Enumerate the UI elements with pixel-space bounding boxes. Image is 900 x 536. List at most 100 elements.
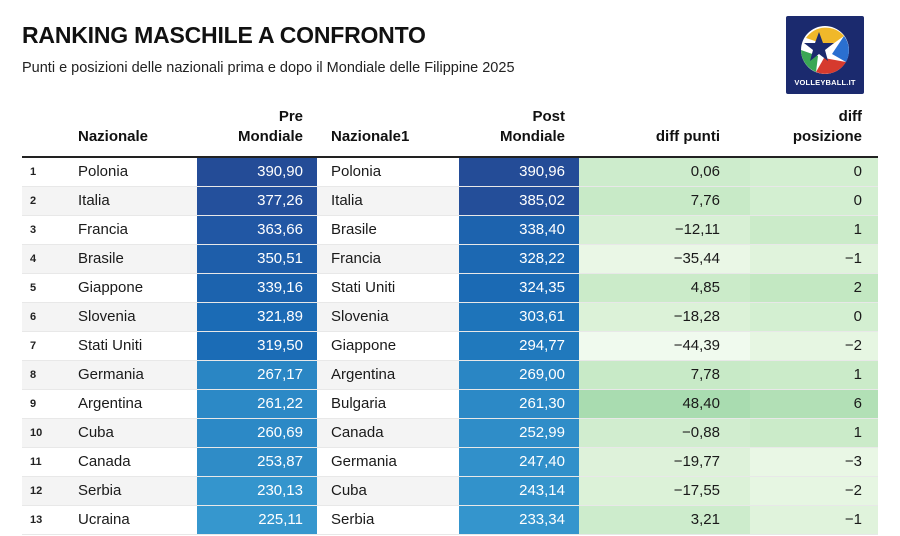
nazionale1-cell: Italia (317, 186, 459, 216)
post-mondiale-cell: 338,40 (459, 215, 579, 245)
post-mondiale-cell: 243,14 (459, 476, 579, 506)
diff-punti-cell: −0,88 (579, 418, 750, 448)
ranking-table: Nazionale Pre Mondiale Nazionale1 Post M… (22, 107, 878, 535)
pre-mondiale-cell: 350,51 (197, 244, 317, 274)
nazionale-cell: Cuba (78, 418, 197, 448)
pre-header-line1: Pre (278, 108, 303, 125)
nazionale1-cell: Stati Uniti (317, 273, 459, 303)
post-mondiale-cell: 328,22 (459, 244, 579, 274)
pre-mondiale-cell: 261,22 (197, 389, 317, 419)
diff-punti-cell: 0,06 (579, 157, 750, 187)
table-row: 3 Francia 363,66 Brasile 338,40 −12,11 1 (22, 215, 878, 245)
post-mondiale-cell: 385,02 (459, 186, 579, 216)
table-row: 1 Polonia 390,90 Polonia 390,96 0,06 0 (22, 157, 878, 187)
diff-punti-header: diff punti (579, 107, 750, 158)
nazionale-cell: Brasile (78, 244, 197, 274)
nazionale1-cell: Bulgaria (317, 389, 459, 419)
nazionale1-cell: Serbia (317, 505, 459, 535)
rank-cell: 11 (22, 447, 78, 477)
pre-mondiale-cell: 363,66 (197, 215, 317, 245)
logo-text: VOLLEYBALL.IT (794, 78, 856, 87)
nazionale-cell: Ucraina (78, 505, 197, 535)
nazionale-cell: Slovenia (78, 302, 197, 332)
table-row: 9 Argentina 261,22 Bulgaria 261,30 48,40 6 (22, 389, 878, 419)
diff-posizione-cell: 2 (750, 273, 878, 303)
table-row: 7 Stati Uniti 319,50 Giappone 294,77 −44,39 −2 (22, 331, 878, 361)
nazionale1-cell: Cuba (317, 476, 459, 506)
nazionale-cell: Francia (78, 215, 197, 245)
table-row: 4 Brasile 350,51 Francia 328,22 −35,44 −1 (22, 244, 878, 274)
diff-punti-cell: −44,39 (579, 331, 750, 361)
diff-posizione-cell: −1 (750, 244, 878, 274)
diff-posizione-cell: 1 (750, 215, 878, 245)
table-row: 2 Italia 377,26 Italia 385,02 7,76 0 (22, 186, 878, 216)
pre-mondiale-cell: 230,13 (197, 476, 317, 506)
diff-posizione-cell: 0 (750, 302, 878, 332)
rank-cell: 6 (22, 302, 78, 332)
diff-posizione-cell: 1 (750, 360, 878, 390)
pre-mondiale-cell: 260,69 (197, 418, 317, 448)
nazionale-cell: Stati Uniti (78, 331, 197, 361)
table-body: 1 Polonia 390,90 Polonia 390,96 0,06 0 2 Italia 3… (22, 157, 878, 535)
nazionale-cell: Germania (78, 360, 197, 390)
nazionale1-cell: Canada (317, 418, 459, 448)
rank-cell: 9 (22, 389, 78, 419)
table-row: 8 Germania 267,17 Argentina 269,00 7,78 1 (22, 360, 878, 390)
diff-posizione-cell: −3 (750, 447, 878, 477)
rank-cell: 7 (22, 331, 78, 361)
rank-cell: 2 (22, 186, 78, 216)
pre-mondiale-cell: 321,89 (197, 302, 317, 332)
diff-posizione-cell: 6 (750, 389, 878, 419)
nazionale1-cell: Slovenia (317, 302, 459, 332)
nazionale-cell: Canada (78, 447, 197, 477)
diff-punti-cell: −35,44 (579, 244, 750, 274)
nazionale1-cell: Francia (317, 244, 459, 274)
diff-posizione-cell: −2 (750, 476, 878, 506)
post-mondiale-cell: 294,77 (459, 331, 579, 361)
rank-cell: 3 (22, 215, 78, 245)
diff-posizione-cell: −1 (750, 505, 878, 535)
diff-punti-cell: 7,76 (579, 186, 750, 216)
post-mondiale-cell: 252,99 (459, 418, 579, 448)
post-mondiale-cell: 261,30 (459, 389, 579, 419)
rank-cell: 8 (22, 360, 78, 390)
pre-mondiale-cell: 319,50 (197, 331, 317, 361)
table-header-row: Nazionale Pre Mondiale Nazionale1 Post M… (22, 107, 878, 158)
nazionale1-cell: Argentina (317, 360, 459, 390)
nazionale1-cell: Brasile (317, 215, 459, 245)
nazionale-cell: Italia (78, 186, 197, 216)
diff-posizione-cell: 0 (750, 157, 878, 187)
post-mondiale-header: Post Mondiale (459, 107, 579, 158)
diff-punti-cell: −12,11 (579, 215, 750, 245)
pre-mondiale-cell: 377,26 (197, 186, 317, 216)
nazionale1-cell: Polonia (317, 157, 459, 187)
nazionale-cell: Serbia (78, 476, 197, 506)
diff-punti-cell: 4,85 (579, 273, 750, 303)
post-mondiale-cell: 303,61 (459, 302, 579, 332)
diff-posizione-header: diff posizione (750, 107, 878, 158)
pre-mondiale-header: Pre Mondiale (197, 107, 317, 158)
table-row: 13 Ucraina 225,11 Serbia 233,34 3,21 −1 (22, 505, 878, 535)
nazionale-cell: Giappone (78, 273, 197, 303)
nazionale1-cell: Giappone (317, 331, 459, 361)
nazionale-cell: Argentina (78, 389, 197, 419)
post-mondiale-cell: 233,34 (459, 505, 579, 535)
nazionale-header: Nazionale (78, 107, 197, 158)
page-subtitle: Punti e posizioni delle nazionali prima … (22, 60, 515, 76)
page-title: RANKING MASCHILE A CONFRONTO (22, 22, 426, 48)
post-mondiale-cell: 324,35 (459, 273, 579, 303)
table-row: 10 Cuba 260,69 Canada 252,99 −0,88 1 (22, 418, 878, 448)
rank-cell: 4 (22, 244, 78, 274)
diff-punti-cell: 7,78 (579, 360, 750, 390)
post-header-line2: Mondiale (499, 128, 565, 145)
pre-mondiale-cell: 339,16 (197, 273, 317, 303)
table-row: 6 Slovenia 321,89 Slovenia 303,61 −18,28 0 (22, 302, 878, 332)
diff-punti-cell: 48,40 (579, 389, 750, 419)
diff-posizione-cell: −2 (750, 331, 878, 361)
nazionale-cell: Polonia (78, 157, 197, 187)
pre-header-line2: Mondiale (237, 128, 303, 145)
pre-mondiale-cell: 390,90 (197, 157, 317, 187)
diff-posizione-cell: 0 (750, 186, 878, 216)
diff-punti-cell: −19,77 (579, 447, 750, 477)
diff-pos-header-line1: diff (838, 108, 862, 125)
